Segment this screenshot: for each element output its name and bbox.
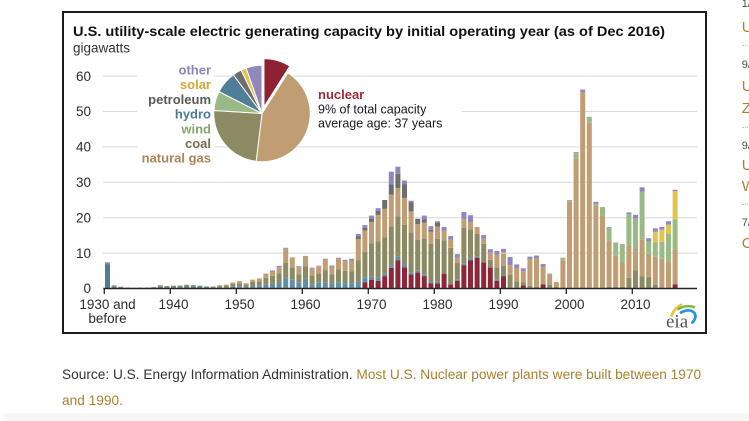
svg-text:wind: wind [180, 121, 211, 136]
svg-text:nuclear: nuclear [318, 87, 364, 102]
svg-text:1990: 1990 [488, 297, 518, 312]
svg-text:eia: eia [666, 312, 689, 333]
svg-text:1960: 1960 [290, 297, 320, 312]
svg-text:1980: 1980 [422, 297, 452, 312]
svg-text:other: other [179, 63, 212, 78]
svg-text:hydro: hydro [175, 107, 211, 122]
svg-text:9% of total capacity: 9% of total capacity [318, 103, 427, 117]
svg-text:natural gas: natural gas [142, 151, 211, 166]
svg-text:20: 20 [76, 210, 91, 225]
svg-text:1950: 1950 [224, 297, 254, 312]
svg-text:30: 30 [76, 175, 91, 190]
svg-text:before: before [88, 311, 126, 326]
svg-text:petroleum: petroleum [148, 92, 211, 107]
svg-text:40: 40 [76, 140, 91, 155]
svg-text:10: 10 [76, 246, 91, 261]
svg-text:2000: 2000 [554, 297, 584, 312]
svg-text:1940: 1940 [158, 297, 188, 312]
svg-text:0: 0 [83, 281, 91, 296]
svg-text:1970: 1970 [356, 297, 386, 312]
svg-text:solar: solar [180, 77, 211, 92]
svg-text:60: 60 [76, 69, 91, 84]
svg-text:50: 50 [76, 104, 91, 119]
svg-text:U.S. utility-scale electric ge: U.S. utility-scale electric generating c… [73, 24, 665, 39]
svg-text:coal: coal [185, 136, 211, 151]
svg-text:1930 and: 1930 and [79, 297, 135, 312]
svg-text:2010: 2010 [620, 297, 650, 312]
svg-text:average age: 37 years: average age: 37 years [318, 117, 442, 131]
svg-text:gigawatts: gigawatts [73, 41, 130, 56]
